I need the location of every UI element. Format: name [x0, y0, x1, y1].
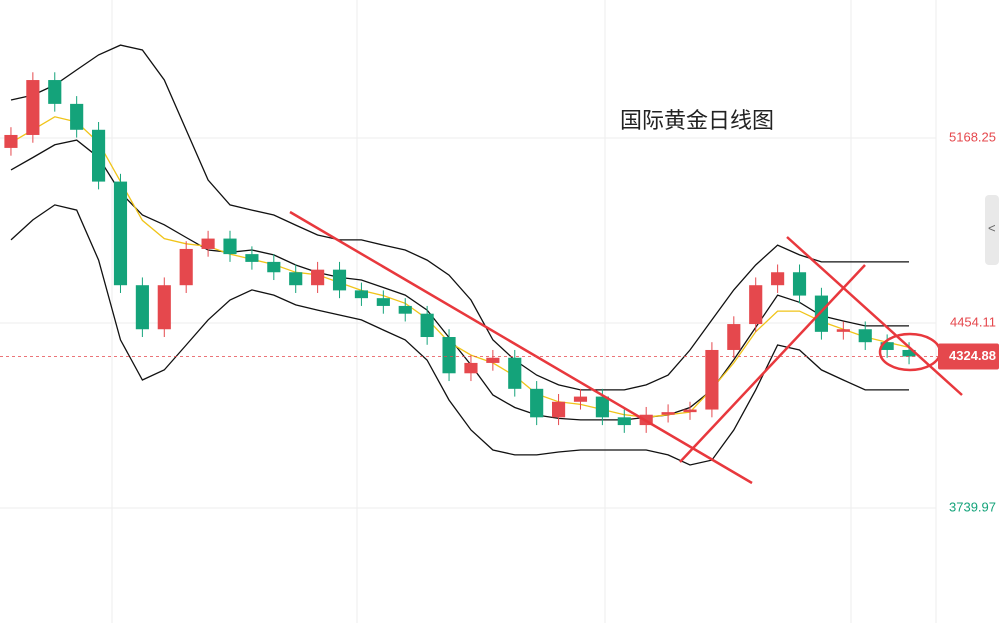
- candle-body: [880, 342, 894, 350]
- candle-body: [814, 295, 828, 332]
- side-tab[interactable]: [985, 195, 999, 265]
- candle-body: [201, 238, 215, 249]
- candle-body: [705, 349, 719, 410]
- y-tick-label: 4454.11: [950, 314, 996, 329]
- candle-body: [771, 272, 785, 286]
- candle-body: [376, 298, 390, 306]
- plot: 3739.97 4454.11 5168.25: [0, 44, 996, 514]
- candle-body: [135, 285, 149, 330]
- current-price-label: 4324.88: [949, 348, 996, 363]
- candle-body: [683, 409, 697, 413]
- vertical-grid: [111, 0, 937, 623]
- candle-body: [573, 396, 588, 402]
- candle-body: [902, 349, 916, 357]
- candle-body: [530, 388, 544, 418]
- candle-body: [354, 290, 368, 299]
- candle-body: [508, 357, 522, 389]
- annotations: [289, 210, 963, 485]
- candle-body: [595, 396, 609, 418]
- candle-body: [858, 329, 872, 343]
- candle-body: [157, 285, 171, 330]
- y-tick-label: 3739.97: [949, 499, 996, 514]
- side-tab-icon[interactable]: <: [988, 220, 996, 235]
- candle-body: [749, 285, 763, 325]
- candle-body: [267, 261, 281, 273]
- candle-body: [552, 401, 566, 418]
- candle-body: [4, 134, 18, 148]
- candle-body: [727, 324, 741, 350]
- candle-body: [420, 313, 434, 338]
- candle-body: [223, 238, 237, 255]
- candle-body: [617, 417, 631, 426]
- chart-title: 国际黄金日线图: [620, 108, 774, 133]
- candle-body: [245, 254, 259, 262]
- indicator-line: [10, 204, 909, 466]
- candle-body: [179, 248, 193, 286]
- candle-body: [48, 80, 62, 104]
- indicator-line: [10, 44, 909, 391]
- candle-body: [92, 129, 106, 182]
- candle-body: [113, 181, 128, 286]
- candle-body: [26, 80, 40, 135]
- candle-body: [311, 269, 325, 286]
- candle-body: [792, 272, 807, 296]
- candle-body: [836, 329, 850, 332]
- candle-body: [661, 412, 675, 415]
- indicator-line: [10, 116, 910, 418]
- current-price-box: [938, 343, 999, 370]
- candle-body: [464, 362, 478, 374]
- candle-body: [70, 103, 84, 130]
- candle-body: [332, 269, 347, 291]
- candle-body: [398, 305, 412, 314]
- candle-body: [486, 357, 500, 363]
- candle-body: [442, 337, 456, 374]
- candle-body: [289, 272, 303, 286]
- y-tick-label: 5168.25: [949, 129, 996, 144]
